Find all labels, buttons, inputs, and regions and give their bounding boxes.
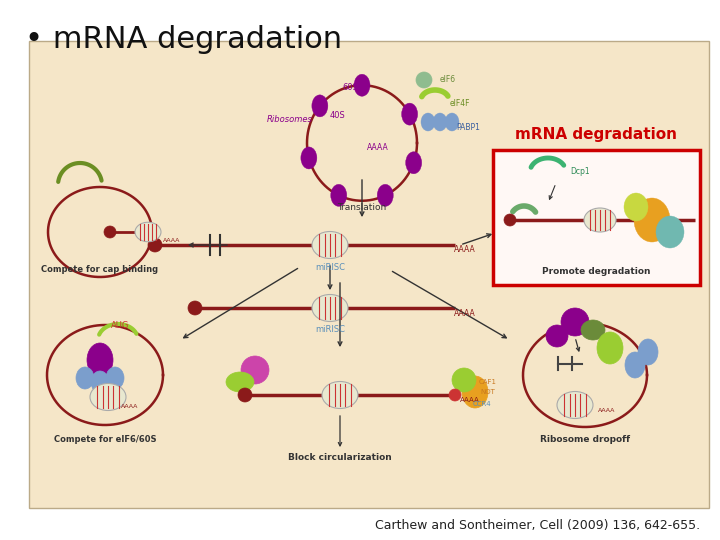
Text: AAAA: AAAA (367, 143, 389, 152)
Text: Carthew and Sontheimer, Cell (2009) 136, 642-655.: Carthew and Sontheimer, Cell (2009) 136,… (375, 519, 700, 532)
Text: NOT: NOT (480, 389, 495, 395)
Ellipse shape (312, 95, 328, 117)
Text: CCR4: CCR4 (473, 401, 491, 407)
Text: miRISC: miRISC (315, 326, 345, 334)
Ellipse shape (135, 222, 161, 242)
Text: AAAA: AAAA (460, 397, 480, 403)
Text: Block circularization: Block circularization (288, 454, 392, 462)
Text: eIF4F: eIF4F (450, 99, 470, 109)
Ellipse shape (433, 113, 447, 131)
Ellipse shape (656, 216, 684, 248)
Bar (29, 40, 709, 508)
Text: PABP1: PABP1 (456, 123, 480, 132)
Ellipse shape (377, 184, 393, 206)
Circle shape (241, 356, 269, 384)
Text: Promote degradation: Promote degradation (541, 267, 650, 276)
Ellipse shape (557, 392, 593, 418)
Ellipse shape (91, 371, 109, 393)
Circle shape (188, 301, 202, 315)
Text: Compete for eIF6/60S: Compete for eIF6/60S (54, 435, 156, 444)
Text: Ribosomes: Ribosomes (267, 116, 313, 125)
Text: AAAA: AAAA (454, 246, 476, 254)
Ellipse shape (354, 74, 370, 96)
Ellipse shape (634, 198, 670, 242)
Text: 60S: 60S (342, 83, 358, 91)
Text: Compete for cap binding: Compete for cap binding (42, 265, 158, 273)
Ellipse shape (584, 208, 616, 232)
Ellipse shape (462, 376, 488, 408)
Text: Ribosome dropoff: Ribosome dropoff (540, 435, 630, 444)
Ellipse shape (421, 113, 435, 131)
Text: CAF1: CAF1 (479, 379, 497, 385)
Ellipse shape (87, 343, 113, 377)
Circle shape (238, 388, 252, 402)
Ellipse shape (625, 352, 645, 378)
Text: mRNA degradation: mRNA degradation (515, 127, 677, 143)
Text: • mRNA degradation: • mRNA degradation (25, 25, 342, 54)
Ellipse shape (322, 381, 358, 408)
Circle shape (449, 389, 461, 401)
Text: Translation: Translation (338, 202, 387, 212)
Text: miRISC: miRISC (315, 262, 345, 272)
Text: 40S: 40S (329, 111, 345, 119)
Ellipse shape (445, 113, 459, 131)
Ellipse shape (301, 147, 317, 169)
Ellipse shape (226, 372, 254, 392)
Ellipse shape (581, 320, 605, 340)
Ellipse shape (402, 103, 418, 125)
Ellipse shape (312, 232, 348, 259)
Text: AAAA: AAAA (454, 308, 476, 318)
Circle shape (546, 325, 568, 347)
Ellipse shape (106, 367, 124, 389)
Text: AAAA: AAAA (163, 238, 181, 242)
Text: AUG: AUG (111, 321, 129, 329)
Text: AAAA: AAAA (121, 404, 139, 409)
Circle shape (104, 226, 116, 238)
Ellipse shape (624, 193, 648, 221)
Bar (493, 150, 700, 285)
Ellipse shape (638, 339, 658, 365)
Ellipse shape (312, 294, 348, 321)
Text: Dcp1: Dcp1 (570, 167, 590, 177)
Ellipse shape (597, 332, 623, 364)
Text: AAAA: AAAA (598, 408, 616, 413)
Ellipse shape (405, 152, 422, 174)
Circle shape (561, 308, 589, 336)
Circle shape (416, 72, 432, 88)
Ellipse shape (452, 368, 476, 392)
Ellipse shape (330, 184, 347, 206)
Text: eIF6: eIF6 (440, 75, 456, 84)
Ellipse shape (90, 383, 126, 410)
Ellipse shape (76, 367, 94, 389)
Circle shape (148, 238, 162, 252)
Circle shape (504, 214, 516, 226)
